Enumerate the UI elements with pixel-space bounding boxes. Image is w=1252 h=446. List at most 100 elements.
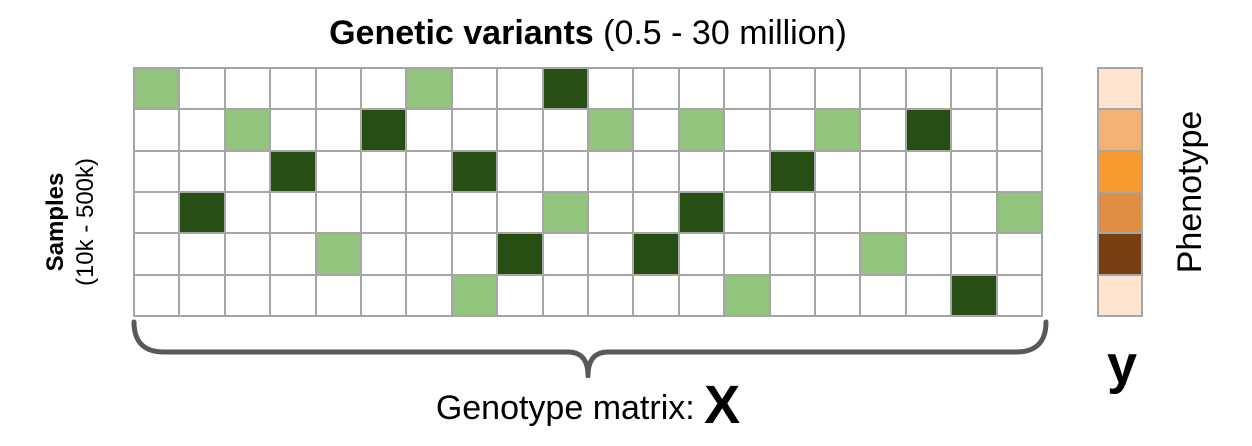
genotype-cell	[543, 110, 589, 152]
phenotype-cell	[1099, 110, 1141, 152]
genotype-cell	[770, 69, 816, 111]
genotype-cell	[452, 110, 499, 152]
genotype-cell	[589, 110, 635, 152]
genotype-cell	[725, 110, 771, 152]
genotype-cell	[452, 275, 499, 317]
genotype-cell	[543, 192, 589, 235]
genotype-cell	[634, 234, 680, 276]
matrix-label-text: Genotype matrix:	[435, 389, 695, 427]
genotype-cell	[180, 234, 226, 276]
genotype-cell	[997, 69, 1043, 111]
genotype-cell	[679, 275, 726, 317]
genotype-matrix-grid	[133, 67, 1043, 317]
genotype-cell	[180, 275, 226, 317]
genotype-cell	[906, 151, 953, 193]
genotype-cell	[498, 110, 544, 152]
phenotype-cell	[1099, 234, 1141, 276]
genotype-cell	[225, 151, 272, 193]
genotype-cell	[816, 275, 862, 317]
genotype-cell	[770, 234, 816, 276]
genotype-cell	[816, 234, 862, 276]
genotype-cell	[770, 192, 816, 235]
genotype-cell	[180, 69, 226, 111]
genotype-cell	[271, 234, 317, 276]
genotype-cell	[407, 110, 453, 152]
genotype-cell	[452, 69, 499, 111]
title-variants: Genetic variants	[329, 14, 594, 52]
genotype-cell	[452, 151, 499, 193]
genotype-cell	[407, 192, 453, 235]
genotype-cell	[770, 151, 816, 193]
genotype-cell	[135, 234, 181, 276]
genotype-cell	[679, 110, 726, 152]
genotype-cell	[906, 69, 953, 111]
genotype-cell	[271, 151, 317, 193]
genotype-cell	[316, 234, 362, 276]
samples-label-range: (10k - 500k)	[72, 157, 99, 287]
genotype-cell	[180, 151, 226, 193]
genotype-cell	[180, 192, 226, 235]
genotype-cell	[543, 69, 589, 111]
genotype-cell	[906, 275, 953, 317]
genotype-cell	[816, 151, 862, 193]
genotype-cell	[861, 275, 907, 317]
genotype-cell	[679, 69, 726, 111]
genotype-cell	[952, 110, 998, 152]
genotype-cell	[997, 275, 1043, 317]
genotype-cell	[225, 69, 272, 111]
genotype-cell	[725, 69, 771, 111]
genotype-cell	[271, 192, 317, 235]
genotype-cell	[952, 69, 998, 111]
genotype-cell	[135, 275, 181, 317]
phenotype-cell	[1099, 192, 1141, 235]
genotype-cell	[180, 110, 226, 152]
genotype-cell	[407, 151, 453, 193]
genotype-cell	[452, 234, 499, 276]
phenotype-label: Phenotype	[1171, 110, 1209, 274]
genotype-cell	[997, 151, 1043, 193]
genotype-cell	[225, 234, 272, 276]
genotype-cell	[725, 275, 771, 317]
genotype-cell	[498, 234, 544, 276]
genotype-cell	[362, 110, 408, 152]
genotype-cell	[135, 69, 181, 111]
phenotype-cell	[1099, 151, 1141, 193]
genotype-cell	[316, 110, 362, 152]
genotype-cell	[362, 69, 408, 111]
genotype-cell	[997, 234, 1043, 276]
genotype-matrix-label: Genotype matrix: X	[133, 375, 1043, 438]
genotype-cell	[316, 275, 362, 317]
genotype-cell	[906, 234, 953, 276]
genotype-cell	[407, 234, 453, 276]
genotype-cell	[770, 275, 816, 317]
genotype-cell	[498, 192, 544, 235]
genotype-cell	[225, 192, 272, 235]
diagram-title: Genetic variants (0.5 - 30 million)	[133, 10, 1043, 56]
genotype-cell	[316, 69, 362, 111]
genotype-cell	[407, 275, 453, 317]
genotype-cell	[362, 151, 408, 193]
genotype-cell	[362, 234, 408, 276]
genotype-cell	[816, 110, 862, 152]
phenotype-symbol-y: y	[1106, 335, 1138, 395]
curly-brace-icon	[131, 319, 1049, 378]
genotype-cell	[634, 192, 680, 235]
genotype-cell	[725, 192, 771, 235]
genotype-cell	[997, 192, 1043, 235]
genotype-cell	[861, 110, 907, 152]
genotype-cell	[589, 275, 635, 317]
genotype-cell	[816, 69, 862, 111]
samples-label-title: Samples	[42, 172, 69, 272]
title-range: (0.5 - 30 million)	[603, 14, 847, 52]
genotype-cell	[589, 151, 635, 193]
genotype-cell	[135, 110, 181, 152]
genotype-cell	[952, 192, 998, 235]
genotype-cell	[952, 151, 998, 193]
matrix-symbol-x: X	[704, 375, 741, 435]
genotype-cell	[135, 192, 181, 235]
genotype-cell	[225, 275, 272, 317]
genotype-cell	[407, 69, 453, 111]
phenotype-cell	[1099, 69, 1141, 111]
genotype-cell	[498, 151, 544, 193]
genotype-cell	[906, 110, 953, 152]
